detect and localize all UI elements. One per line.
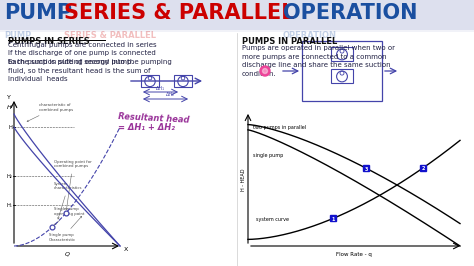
Text: H₁: H₁	[6, 203, 12, 208]
Text: SERIES & PARALLEL: SERIES & PARALLEL	[64, 3, 294, 23]
Text: PUMPS IN PARALLEL: PUMPS IN PARALLEL	[242, 37, 337, 46]
Text: Single pump
operating point: Single pump operating point	[54, 207, 84, 225]
Text: Q: Q	[64, 251, 69, 256]
Text: PUMPS IN SERIES: PUMPS IN SERIES	[8, 37, 90, 46]
Text: = ΔH₁ + ΔH₂: = ΔH₁ + ΔH₂	[118, 123, 175, 132]
Text: two pumps in parallel: two pumps in parallel	[253, 125, 306, 130]
Text: characteristic of
combined pumps: characteristic of combined pumps	[27, 103, 73, 122]
Text: Y: Y	[7, 95, 11, 100]
Text: H: H	[7, 105, 12, 110]
FancyBboxPatch shape	[0, 30, 474, 33]
Text: Centrifugal pumps are connected in series
If the discharge of one pump is connec: Centrifugal pumps are connected in serie…	[8, 42, 156, 65]
Text: Each pump is putting energy into the pumping
fluid, so the resultant head is the: Each pump is putting energy into the pum…	[8, 59, 172, 82]
Text: system curve: system curve	[256, 217, 289, 222]
Text: X: X	[124, 247, 128, 252]
Text: 3: 3	[365, 167, 368, 172]
Text: H - HEAD: H - HEAD	[241, 169, 246, 191]
Text: SERIES & PARALLEL: SERIES & PARALLEL	[64, 31, 156, 40]
Text: H: H	[8, 124, 12, 130]
Text: single pump: single pump	[253, 153, 283, 157]
Text: System
characteristics: System characteristics	[54, 182, 82, 219]
Text: ΔH₂: ΔH₂	[166, 93, 175, 98]
Text: ΔH₁: ΔH₁	[156, 85, 165, 90]
Text: Pumps are operated in parallel when two or
more pumps are connected to a common
: Pumps are operated in parallel when two …	[242, 45, 395, 77]
Circle shape	[260, 66, 270, 76]
Text: Operating point for
combined pumps: Operating point for combined pumps	[54, 160, 92, 210]
Text: OPERATION: OPERATION	[283, 3, 418, 23]
Text: Resultant head: Resultant head	[118, 112, 190, 124]
Text: H₂: H₂	[6, 174, 12, 179]
Circle shape	[263, 69, 267, 73]
Text: PUMP: PUMP	[4, 31, 31, 40]
Text: 2: 2	[421, 167, 425, 172]
Text: Single pump
Characteristic: Single pump Characteristic	[49, 216, 82, 242]
Text: PUMP: PUMP	[4, 3, 72, 23]
FancyBboxPatch shape	[0, 0, 474, 32]
Text: Flow Rate - q: Flow Rate - q	[336, 252, 372, 257]
Text: OPERATION: OPERATION	[283, 31, 337, 40]
Text: 1: 1	[331, 217, 335, 222]
